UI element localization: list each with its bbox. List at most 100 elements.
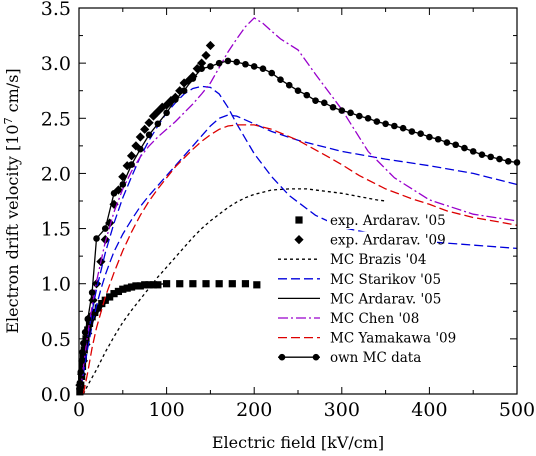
data-point xyxy=(137,145,144,153)
data-point xyxy=(201,50,211,61)
data-point xyxy=(127,283,136,291)
series-line xyxy=(80,114,518,389)
legend-label: exp. Ardarav. '09 xyxy=(330,233,446,249)
legend-entry: MC Yamakawa '09 xyxy=(278,329,456,347)
data-point xyxy=(80,339,87,347)
legend-entry: own MC data xyxy=(278,349,437,367)
y-tick-label: 0.0 xyxy=(41,384,71,406)
legend-marker xyxy=(278,353,286,361)
series-line xyxy=(82,188,386,395)
x-tick-label: 500 xyxy=(499,399,535,421)
data-point xyxy=(312,97,319,104)
y-tick-label: 2.0 xyxy=(41,163,71,185)
data-point xyxy=(207,63,214,70)
data-point xyxy=(277,76,284,83)
data-point xyxy=(166,96,176,106)
data-point xyxy=(320,99,328,107)
legend-label-backdrop xyxy=(327,212,437,229)
legend-label: exp. Ardarav. '05 xyxy=(330,213,446,229)
data-point xyxy=(93,235,100,242)
data-point xyxy=(144,118,154,128)
data-point xyxy=(110,290,118,298)
data-point xyxy=(303,91,311,99)
data-point xyxy=(443,139,451,146)
data-point xyxy=(417,130,424,138)
legend-label-backdrop xyxy=(327,231,437,249)
data-point xyxy=(135,132,145,142)
y-tick-label: 3.0 xyxy=(41,53,71,75)
data-point xyxy=(154,120,162,128)
data-point xyxy=(364,114,372,122)
y-tick-label: 1.5 xyxy=(41,219,71,241)
x-tick-label: 200 xyxy=(236,399,272,421)
data-point xyxy=(205,40,215,51)
data-point xyxy=(382,120,389,128)
data-point xyxy=(81,328,89,336)
data-point xyxy=(128,161,135,168)
data-point xyxy=(114,287,123,296)
data-point xyxy=(373,118,381,125)
y-tick-label: 1.0 xyxy=(41,274,71,296)
legend-marker xyxy=(312,353,320,361)
x-axis-title: Electric field [kV/cm] xyxy=(212,433,384,452)
data-point xyxy=(224,57,232,65)
series-2 xyxy=(82,188,386,395)
data-point xyxy=(132,282,140,290)
legend-label-backdrop xyxy=(327,329,437,347)
data-point xyxy=(347,109,354,117)
data-point xyxy=(294,87,302,95)
legend-label-backdrop xyxy=(327,310,437,327)
x-tick-label: 400 xyxy=(411,399,447,421)
data-point xyxy=(110,189,118,197)
series-line xyxy=(80,85,518,389)
data-point xyxy=(84,315,92,323)
data-point xyxy=(391,122,398,130)
data-point xyxy=(329,103,337,111)
data-point xyxy=(78,357,85,365)
data-point xyxy=(145,131,153,139)
legend-entry: MC Brazis '04 xyxy=(278,251,437,269)
data-point xyxy=(123,284,131,292)
y-axis-title: Electron drift velocity [107 cm/s] xyxy=(2,68,23,333)
data-point xyxy=(228,280,236,288)
legend-entry: MC Ardarav. '05 xyxy=(278,290,441,308)
data-point xyxy=(399,124,407,132)
data-point xyxy=(338,107,346,114)
data-point xyxy=(82,335,90,343)
legend-label: MC Chen '08 xyxy=(330,311,419,327)
legend-label-backdrop xyxy=(327,270,437,288)
legend-label-backdrop xyxy=(327,290,437,308)
series-line xyxy=(82,124,518,395)
data-point xyxy=(215,59,223,67)
data-point xyxy=(189,75,197,82)
y-axis-title-exponent: 7 xyxy=(2,117,15,124)
data-point xyxy=(487,153,495,161)
data-point xyxy=(189,280,197,288)
legend-label: MC Yamakawa '09 xyxy=(330,331,456,347)
data-point xyxy=(140,124,150,134)
series-line xyxy=(78,60,518,389)
y-axis-title-suffix: cm/s] xyxy=(3,68,22,117)
data-point xyxy=(101,296,109,304)
data-point xyxy=(215,280,223,288)
legend-entry: MC Starikov '05 xyxy=(278,270,441,288)
legend-label-backdrop xyxy=(327,349,437,367)
legend-entry: exp. Ardarav. '09 xyxy=(294,231,446,249)
data-point xyxy=(76,379,84,387)
data-point xyxy=(163,109,170,117)
data-point xyxy=(241,280,250,288)
axes: 0 100 200 300 400 500 0.0 0.5 1.0 1.5 2.0 2.5 3.0 3.5 xyxy=(41,0,535,421)
series-8 xyxy=(76,57,521,392)
x-tick-label: 0 xyxy=(73,399,85,421)
series-1 xyxy=(75,40,215,390)
data-point xyxy=(180,87,188,95)
data-point xyxy=(79,348,86,356)
data-point xyxy=(94,304,102,312)
data-point xyxy=(452,141,459,149)
legend-marker xyxy=(295,216,303,224)
data-point xyxy=(126,151,137,161)
data-point xyxy=(259,65,267,72)
data-point xyxy=(119,285,127,293)
data-point xyxy=(88,289,96,296)
legend-marker xyxy=(294,235,304,245)
